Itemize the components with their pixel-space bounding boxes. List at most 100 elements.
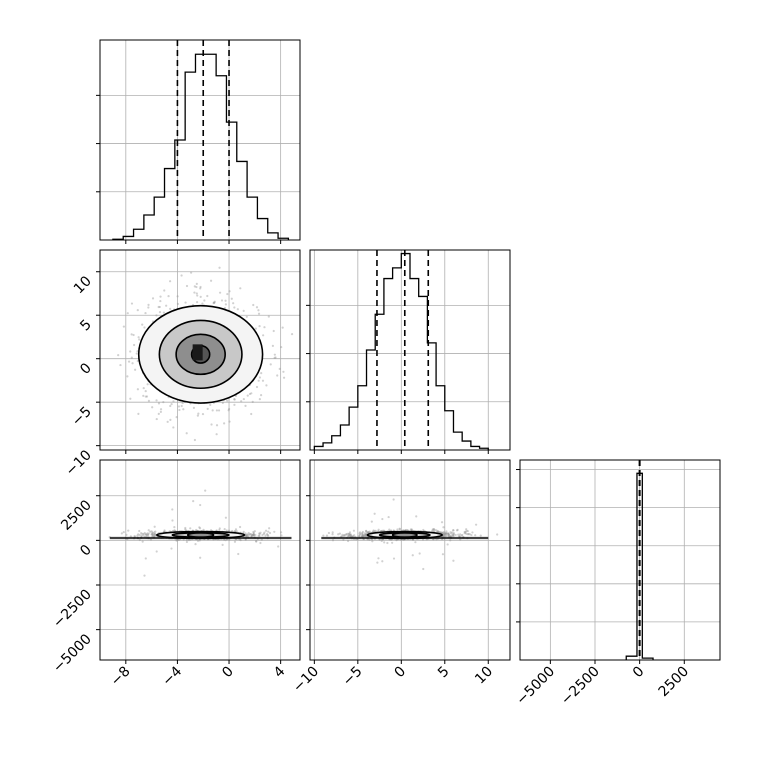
scatter-point	[211, 409, 214, 412]
scatter-point	[149, 530, 152, 533]
scatter-point	[193, 285, 196, 288]
scatter-point	[278, 367, 281, 370]
x-tick-label: 10	[472, 664, 496, 688]
x-tick-label: −5	[340, 664, 366, 690]
x-tick-label: 0	[630, 664, 648, 682]
scatter-point	[239, 287, 242, 290]
scatter-point	[252, 533, 255, 536]
scatter-point	[215, 433, 218, 436]
scatter-point	[170, 547, 173, 550]
histogram-panel-background	[520, 460, 720, 660]
scatter-point	[144, 311, 147, 315]
scatter-point	[158, 305, 161, 309]
scatter-point	[258, 398, 261, 401]
scatter-point	[127, 529, 130, 532]
scatter-point	[246, 534, 249, 537]
scatter-point	[454, 533, 457, 537]
scatter-point	[151, 406, 154, 409]
scatter-point	[252, 534, 256, 537]
scatter-point	[176, 295, 179, 298]
scatter-point	[260, 372, 263, 375]
scatter-point	[280, 531, 283, 534]
scatter-point	[392, 498, 395, 501]
scatter-point	[388, 528, 391, 531]
scatter-point	[258, 376, 262, 379]
scatter-point	[147, 532, 150, 535]
scatter-point	[436, 530, 439, 533]
scatter-point	[266, 532, 269, 536]
scatter-point	[176, 538, 179, 542]
scatter-point	[226, 292, 229, 296]
scatter-point	[331, 533, 334, 536]
scatter-point	[233, 306, 236, 309]
scatter-point	[235, 530, 238, 533]
scatter-point	[421, 538, 425, 541]
scatter-point	[167, 295, 170, 298]
scatter-point	[349, 533, 352, 537]
scatter-point	[194, 543, 197, 546]
scatter-point	[414, 541, 417, 544]
scatter-point	[245, 315, 248, 318]
scatter-point	[436, 530, 439, 533]
scatter-point	[142, 534, 145, 537]
scatter-point	[196, 539, 200, 542]
scatter-point	[155, 399, 158, 402]
scatter-point	[415, 515, 418, 518]
scatter-point	[262, 334, 265, 337]
scatter-point	[274, 356, 277, 359]
scatter-point	[233, 398, 236, 401]
scatter-point	[277, 545, 280, 548]
scatter-point	[147, 306, 150, 309]
scatter-point	[127, 360, 131, 363]
scatter-point	[173, 526, 176, 529]
scatter-point	[252, 532, 255, 536]
scatter-point	[158, 311, 162, 314]
scatter-point	[395, 538, 398, 541]
scatter-point	[252, 533, 255, 536]
scatter-point	[398, 527, 401, 530]
scatter-point	[465, 532, 468, 536]
scatter-point	[452, 535, 455, 538]
scatter-point	[151, 531, 154, 534]
scatter-point	[265, 384, 268, 387]
scatter-point	[223, 538, 226, 541]
scatter-point	[361, 531, 364, 534]
scatter-point	[244, 404, 247, 408]
scatter-point	[451, 534, 454, 537]
scatter-point	[181, 401, 184, 405]
scatter-point	[231, 529, 234, 533]
scatter-point	[227, 409, 230, 412]
scatter-point	[260, 538, 263, 541]
panel-border	[99, 249, 301, 451]
scatter-point	[145, 535, 148, 538]
scatter-point	[136, 359, 139, 363]
scatter-point	[451, 534, 454, 537]
scatter-point	[138, 529, 141, 533]
scatter-point	[348, 532, 351, 536]
scatter-point	[233, 398, 236, 401]
scatter-point	[248, 533, 251, 536]
scatter-point	[133, 343, 136, 347]
scatter-point	[182, 408, 185, 411]
x-tick-label: 4	[271, 663, 289, 681]
scatter-point	[444, 534, 448, 537]
scatter-point	[193, 438, 197, 442]
scatter-point	[248, 533, 252, 536]
scatter-point	[125, 533, 128, 536]
contour-line	[175, 333, 226, 376]
scatter-point	[365, 531, 368, 534]
scatter-point	[152, 534, 155, 537]
scatter-point	[195, 292, 198, 295]
x-tick-label: 2500	[656, 664, 693, 701]
histogram-panel-background	[310, 250, 510, 450]
scatter-point	[129, 397, 132, 400]
scatter-point	[209, 279, 213, 282]
scatter-point	[351, 534, 355, 537]
scatter-point	[452, 532, 455, 535]
scatter-point	[145, 533, 148, 536]
scatter-point	[447, 532, 450, 535]
scatter-point	[338, 532, 342, 535]
y-tick-label: 0	[77, 542, 95, 560]
scatter-point	[358, 534, 361, 538]
scatter-panel: −10 −5 0 5 10	[63, 249, 301, 479]
